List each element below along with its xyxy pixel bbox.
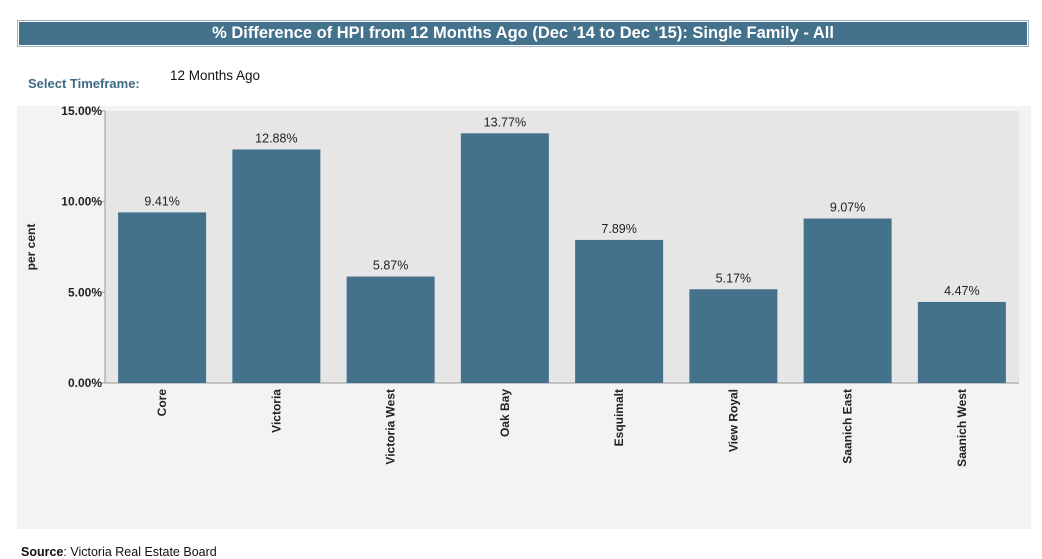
x-tick-label: View Royal xyxy=(726,389,740,452)
bar xyxy=(917,301,1006,383)
bar-value-label: 5.87% xyxy=(373,259,408,273)
y-tick-label: 0.00% xyxy=(68,376,102,390)
bar xyxy=(689,289,778,383)
bar-value-label: 5.17% xyxy=(716,271,751,285)
x-tick-label: Victoria xyxy=(269,389,283,433)
bar xyxy=(803,218,892,383)
source-label: Source xyxy=(21,545,64,559)
y-tick-label: 15.00% xyxy=(61,106,102,118)
bar-value-label: 7.89% xyxy=(601,222,636,236)
source-line: Source: Victoria Real Estate Board xyxy=(21,545,217,559)
x-tick-label: Saanich East xyxy=(841,389,855,464)
bar xyxy=(346,276,435,383)
x-tick-label: Core xyxy=(155,389,169,417)
chart-title: % Difference of HPI from 12 Months Ago (… xyxy=(212,24,834,42)
bar-value-label: 12.88% xyxy=(255,131,297,145)
x-tick-label: Victoria West xyxy=(384,389,398,465)
bar xyxy=(460,133,549,383)
bar xyxy=(232,149,321,383)
chart-title-bar: % Difference of HPI from 12 Months Ago (… xyxy=(17,20,1029,47)
bar xyxy=(575,239,664,383)
y-tick-label: 5.00% xyxy=(68,285,102,299)
timeframe-label: Select Timeframe: xyxy=(28,76,140,91)
bar xyxy=(118,212,207,383)
y-tick-label: 10.00% xyxy=(61,195,102,209)
bar-value-label: 9.41% xyxy=(144,194,179,208)
timeframe-select[interactable]: 12 Months Ago xyxy=(170,68,261,83)
bar-value-label: 9.07% xyxy=(830,201,865,215)
chart-panel: 0.00% 5.00% 10.00% 15.00% per cent 9.41% Core 1… xyxy=(17,106,1031,529)
x-tick-label: Esquimalt xyxy=(612,389,626,446)
x-tick-label: Oak Bay xyxy=(498,389,512,437)
bar-chart: 0.00% 5.00% 10.00% 15.00% per cent 9.41% Core 1… xyxy=(24,106,1019,467)
bar-value-label: 13.77% xyxy=(484,115,526,129)
bar-value-label: 4.47% xyxy=(944,284,979,298)
source-text: : Victoria Real Estate Board xyxy=(63,545,217,559)
x-tick-label: Saanich West xyxy=(955,389,969,467)
y-axis-title: per cent xyxy=(24,224,38,271)
